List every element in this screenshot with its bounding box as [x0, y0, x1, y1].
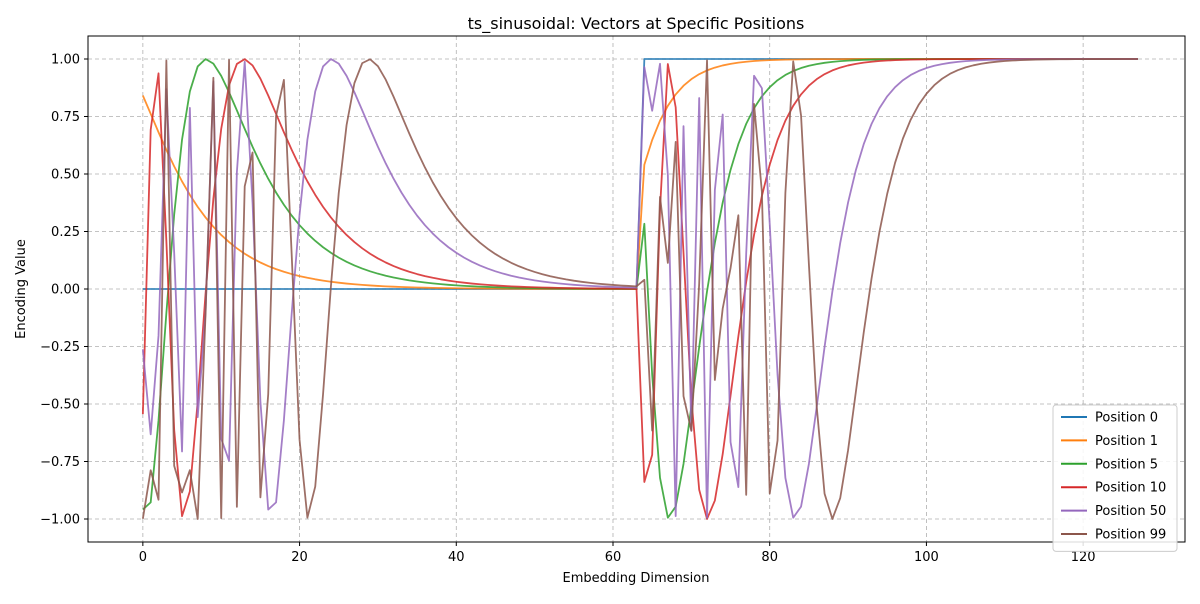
legend-label: Position 1	[1095, 434, 1158, 449]
series-line-position-99	[141, 58, 1138, 520]
x-tick-label: 100	[914, 550, 939, 565]
x-tick-label: 20	[291, 550, 308, 565]
y-axis-ticks: −1.00 −0.75 −0.50 −0.25 0.00 0.25 0.50 0.75 1.00	[40, 53, 88, 528]
legend-label: Position 50	[1095, 504, 1166, 519]
legend-box	[1052, 404, 1178, 552]
legend-label: Position 0	[1095, 411, 1158, 426]
legend: Position 0 Position 1 Position 5 Position 1…	[1052, 404, 1178, 552]
legend-label: Position 10	[1095, 481, 1166, 496]
x-tick-label: 80	[761, 550, 778, 565]
x-tick-label: 120	[1071, 550, 1096, 565]
series-lines	[141, 58, 1138, 520]
y-tick-label: 0.00	[51, 283, 80, 298]
x-axis-label: Embedding Dimension	[563, 571, 710, 586]
y-tick-label: −0.50	[40, 398, 80, 413]
x-axis-ticks: 0 20 40 60 80 100 120	[139, 542, 1096, 565]
y-axis-label: Encoding Value	[14, 239, 29, 339]
y-tick-label: 0.50	[51, 168, 80, 183]
x-tick-label: 40	[448, 550, 465, 565]
legend-label: Position 99	[1095, 528, 1166, 543]
x-tick-label: 60	[605, 550, 622, 565]
y-tick-label: −0.75	[40, 455, 80, 470]
chart-title: ts_sinusoidal: Vectors at Specific Posit…	[468, 14, 805, 34]
y-tick-label: −0.25	[40, 340, 80, 355]
legend-label: Position 5	[1095, 457, 1158, 472]
y-tick-label: −1.00	[40, 513, 80, 528]
x-tick-label: 0	[139, 550, 147, 565]
y-tick-label: 1.00	[51, 53, 80, 68]
series-line-position-10	[141, 58, 1138, 520]
series-line-position-50	[141, 58, 1138, 519]
y-tick-label: 0.75	[51, 110, 80, 125]
y-tick-label: 0.25	[51, 225, 80, 240]
